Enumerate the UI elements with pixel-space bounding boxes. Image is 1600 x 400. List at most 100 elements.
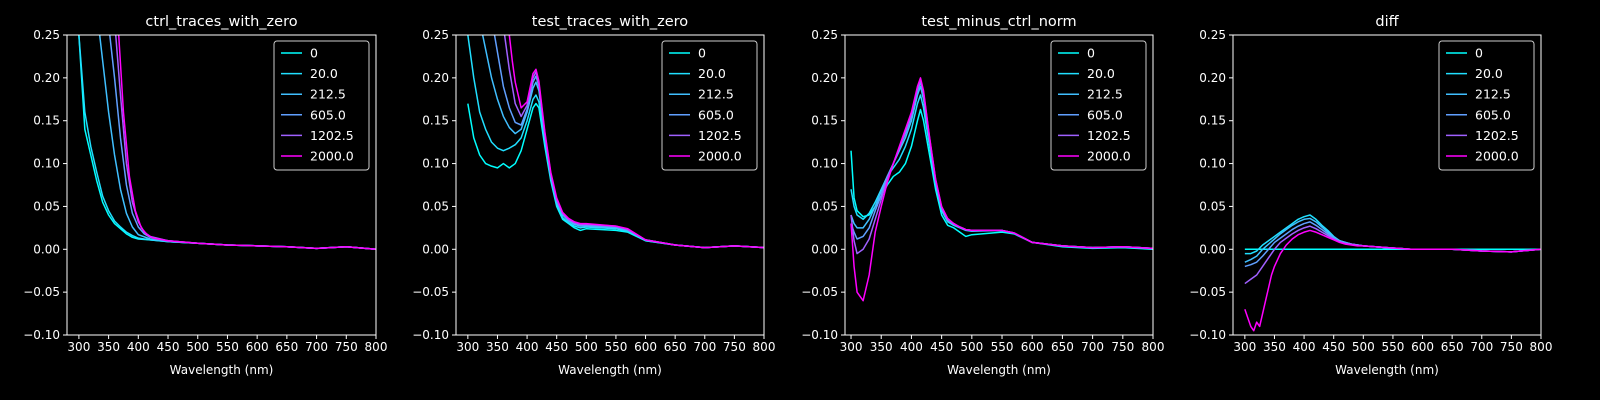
x-tick-label: 500 [186,340,209,354]
x-axis-label: Wavelength (nm) [558,363,662,377]
subplot-1: 300 350 400 450 500 550 600 650 700 750 800 −0.10 −0… [23,14,387,377]
legend: 0 20.0 212.5 605.0 1202.5 2000.0 [273,40,370,171]
series-group [467,35,764,249]
chart-title: ctrl_traces_with_zero [145,14,297,30]
legend-label: 2000.0 [1087,149,1131,164]
x-tick-label: 400 [516,340,539,354]
y-tick-label: 0.20 [1199,71,1226,85]
legend-label: 1202.5 [1475,128,1519,143]
x-tick-label: 400 [127,340,150,354]
x-tick-label: 800 [365,340,388,354]
x-tick-label: 550 [216,340,239,354]
y-tick-label: 0.00 [422,242,449,256]
x-tick-label: 500 [1352,340,1375,354]
x-tick-label: 600 [246,340,269,354]
x-tick-label: 750 [1111,340,1134,354]
y-tick-label: 0.05 [811,199,838,213]
legend-label: 605.0 [310,107,346,122]
legend-label: 0 [310,46,318,61]
x-tick-label: 750 [335,340,358,354]
y-tick-label: 0.10 [811,157,838,171]
y-tick-label: 0.25 [811,28,838,42]
x-tick-label: 450 [157,340,180,354]
x-tick-label: 400 [1293,340,1316,354]
y-tick-label: 0.05 [1199,199,1226,213]
series-group [78,35,376,251]
x-tick-label: 700 [1470,340,1493,354]
legend-label: 20.0 [1475,66,1503,81]
legend-label: 0 [1087,46,1095,61]
y-tick-label: 0.05 [422,199,449,213]
legend-label: 2000.0 [698,149,742,164]
legend-label: 1202.5 [698,128,742,143]
y-tick-label: 0.15 [33,114,60,128]
x-tick-label: 650 [664,340,687,354]
y-tick-label: 0.10 [1199,157,1226,171]
subplot-4: 300 350 400 450 500 550 600 650 700 750 800 −0.10 −0… [1189,14,1552,377]
legend: 0 20.0 212.5 605.0 1202.5 2000.0 [1050,40,1147,171]
x-tick-label: 350 [1263,340,1286,354]
y-tick-label: 0.20 [422,71,449,85]
legend: 0 20.0 212.5 605.0 1202.5 2000.0 [661,40,758,171]
y-tick-label: 0.15 [422,114,449,128]
x-tick-label: 700 [693,340,716,354]
x-tick-label: 600 [1021,340,1044,354]
legend: 0 20.0 212.5 605.0 1202.5 2000.0 [1438,40,1535,171]
x-tick-label: 600 [1411,340,1434,354]
legend-label: 0 [698,46,706,61]
x-tick-label: 350 [870,340,893,354]
y-tick-label: −0.10 [1189,328,1226,342]
y-tick-label: 0.10 [422,157,449,171]
x-tick-label: 450 [930,340,953,354]
legend-label: 1202.5 [1087,128,1131,143]
series-line-5 [1244,225,1541,285]
series-group [1244,214,1541,332]
legend-label: 212.5 [1475,87,1511,102]
legend-label: 605.0 [698,107,734,122]
y-tick-label: 0.25 [1199,28,1226,42]
x-tick-label: 500 [960,340,983,354]
y-tick-label: −0.05 [1189,285,1226,299]
legend-label: 605.0 [1087,107,1123,122]
legend-label: 2000.0 [1475,149,1519,164]
y-tick-label: 0.25 [33,28,60,42]
y-tick-label: 0.20 [33,71,60,85]
x-tick-label: 300 [840,340,863,354]
axes-frame [66,34,377,336]
y-tick-label: 0.10 [33,157,60,171]
x-tick-label: 750 [723,340,746,354]
x-tick-label: 550 [604,340,627,354]
legend-label: 605.0 [1475,107,1511,122]
chart-title: diff [1375,14,1399,30]
y-tick-label: 0.00 [1199,242,1226,256]
legend-label: 212.5 [698,87,734,102]
axes-frame [844,34,1154,336]
series-group [850,77,1153,302]
axes-frame [455,34,765,336]
legend-label: 20.0 [310,66,338,81]
y-tick-label: 0.05 [33,199,60,213]
x-tick-label: 300 [1233,340,1256,354]
x-tick-label: 600 [634,340,657,354]
x-tick-label: 650 [1051,340,1074,354]
x-tick-label: 350 [97,340,120,354]
y-tick-label: −0.05 [23,285,60,299]
x-tick-label: 400 [900,340,923,354]
x-tick-label: 450 [1322,340,1345,354]
y-tick-label: −0.10 [412,328,449,342]
x-axis-label: Wavelength (nm) [170,363,274,377]
chart-title: test_traces_with_zero [532,14,689,30]
x-tick-label: 300 [67,340,90,354]
x-axis-label: Wavelength (nm) [947,363,1051,377]
series-line-4 [1244,221,1541,268]
series-line-6 [117,35,376,251]
x-tick-label: 550 [991,340,1014,354]
x-tick-label: 650 [275,340,298,354]
series-line-6 [1244,229,1541,332]
x-tick-label: 550 [1381,340,1404,354]
x-tick-label: 350 [486,340,509,354]
y-tick-label: −0.05 [801,285,838,299]
y-tick-label: −0.10 [801,328,838,342]
legend-label: 2000.0 [310,149,354,164]
